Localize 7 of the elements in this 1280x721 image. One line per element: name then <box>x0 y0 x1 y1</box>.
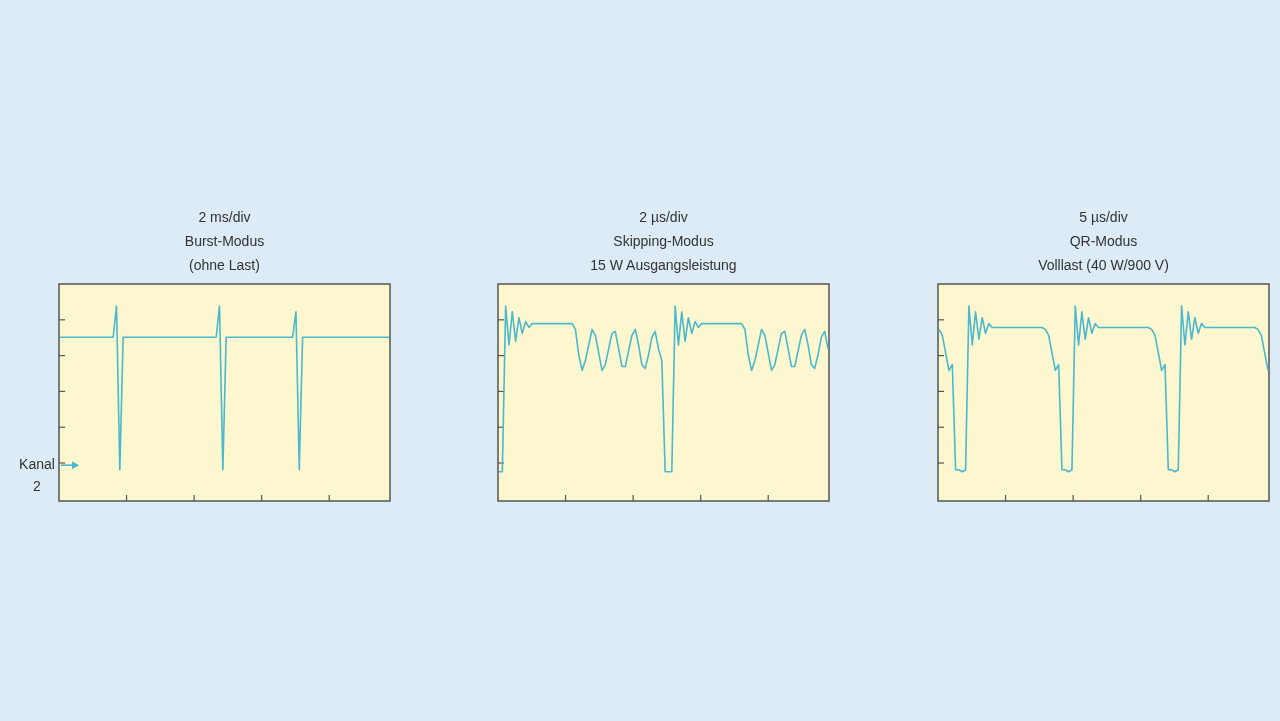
chart-title: 5 µs/div <box>1079 209 1128 225</box>
chart-subtitle: Burst-Modus (ohne Last) <box>184 233 265 273</box>
text: Kanal 2 <box>19 456 55 495</box>
chart-subtitle: QR-Modus Volllast (40 W/900 V) <box>1038 233 1169 273</box>
chart-subtitle: Skipping-Modus 15 W Ausgangsleistung <box>590 233 737 273</box>
chart-title: 2 ms/div <box>198 209 251 225</box>
chart-title: 2 µs/div <box>639 209 688 225</box>
